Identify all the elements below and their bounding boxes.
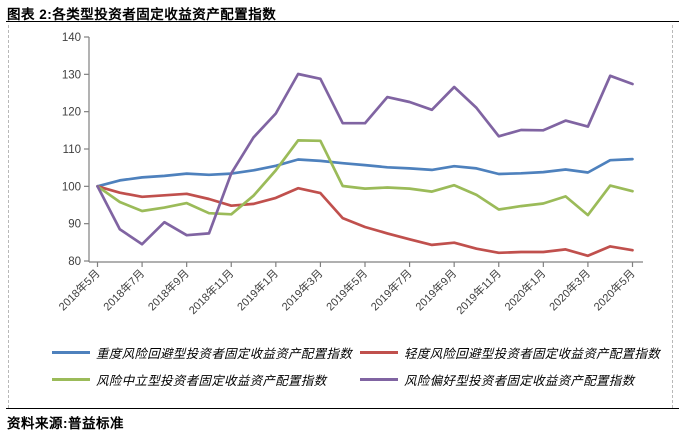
y-tick-label: 90 [68,219,81,231]
data-source-note: 资料来源:普益标准 [7,416,124,431]
legend-item-mild-risk-averse: 轻度风险回避型投资者固定收益资产配置指数 [360,343,660,361]
y-tick-label: 130 [62,69,81,81]
x-tick-label: 2019年5月 [323,266,370,313]
legend-item-label: 轻度风险回避型投资者固定收益资产配置指数 [404,346,661,361]
legend-line-swatch [52,350,90,354]
legend-line-swatch [360,350,398,354]
legend-item-label: 风险中立型投资者固定收益资产配置指数 [96,373,327,388]
x-tick-label: 2018年11月 [186,266,237,317]
x-tick-label: 2020年5月 [591,266,638,313]
legend-item-label: 重度风险回避型投资者固定收益资产配置指数 [96,346,353,361]
left-dashed-border [8,25,9,408]
title-underline [6,21,679,22]
series-line-1 [96,184,634,258]
series-line-3 [96,72,634,246]
x-tick-label: 2020年1月 [501,266,548,313]
x-tick-label: 2019年9月 [412,266,459,313]
x-tick-label: 2018年5月 [56,266,103,313]
x-tick-label: 2019年11月 [453,266,504,317]
y-tick-label: 100 [62,181,81,193]
series-line-0 [96,157,634,188]
x-tick-label: 2018年7月 [100,266,147,313]
chart-title: 图表 2:各类型投资者固定收益资产配置指数 [7,7,277,22]
series-line-2 [96,139,634,217]
legend-line-swatch [52,377,90,381]
x-tick-label: 2020年3月 [546,266,593,313]
y-tick-label: 120 [62,107,81,119]
legend-item-heavy-risk-averse: 重度风险回避型投资者固定收益资产配置指数 [52,343,360,361]
legend-item-risk-preferring: 风险偏好型投资者固定收益资产配置指数 [360,370,660,388]
x-tick-label: 2018年9月 [145,266,192,313]
legend-item-label: 风险偏好型投资者固定收益资产配置指数 [404,373,635,388]
x-tick-label: 2019年3月 [278,266,325,313]
footer-rule [6,408,679,409]
y-tick-label: 80 [68,256,81,268]
chart-legend: 重度风险回避型投资者固定收益资产配置指数 轻度风险回避型投资者固定收益资产配置指… [52,343,660,388]
x-tick-label: 2019年1月 [234,266,281,313]
legend-item-risk-neutral: 风险中立型投资者固定收益资产配置指数 [52,370,360,388]
y-tick-label: 140 [62,32,81,44]
right-dashed-border [672,25,673,408]
y-tick-label: 110 [63,144,81,156]
legend-line-swatch [360,377,398,381]
x-tick-label: 2019年7月 [368,266,415,313]
